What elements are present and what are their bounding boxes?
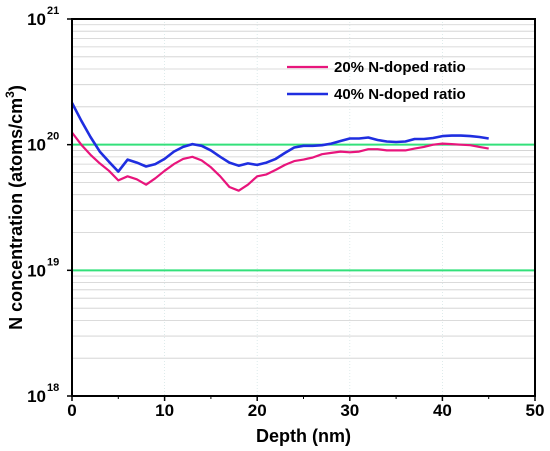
x-tick-label: 0 <box>67 401 76 420</box>
x-tick-label: 30 <box>340 401 359 420</box>
legend-label: 20% N-doped ratio <box>334 59 466 76</box>
x-tick-label: 20 <box>248 401 267 420</box>
y-axis-title-superscript: 3 <box>3 91 17 98</box>
series-lines <box>70 102 489 192</box>
y-tick-label: 10 <box>27 10 46 29</box>
x-axis-title: Depth (nm) <box>256 426 351 446</box>
y-axis-title-close: ) <box>6 85 26 91</box>
y-tick-label-exponent: 20 <box>47 131 59 143</box>
x-tick-label: 40 <box>433 401 452 420</box>
series-line-1 <box>71 131 489 192</box>
y-tick-label-exponent: 21 <box>47 5 59 17</box>
series-line-2 <box>70 102 489 173</box>
x-tick-label: 50 <box>526 401 545 420</box>
legend-label: 40% N-doped ratio <box>334 86 466 103</box>
y-tick-label: 10 <box>27 387 46 406</box>
legend: 20% N-doped ratio 40% N-doped ratio <box>287 59 466 103</box>
y-tick-label: 10 <box>27 136 46 155</box>
y-axis-title-main: N concentration (atoms/cm <box>6 98 26 330</box>
y-tick-label: 10 <box>27 261 46 280</box>
y-axis-title: N concentration (atoms/cm3) <box>3 85 26 330</box>
axis-ticks <box>67 18 536 401</box>
y-tick-label-exponent: 18 <box>47 382 59 394</box>
x-tick-label: 10 <box>155 401 174 420</box>
y-tick-label-exponent: 19 <box>47 256 59 268</box>
